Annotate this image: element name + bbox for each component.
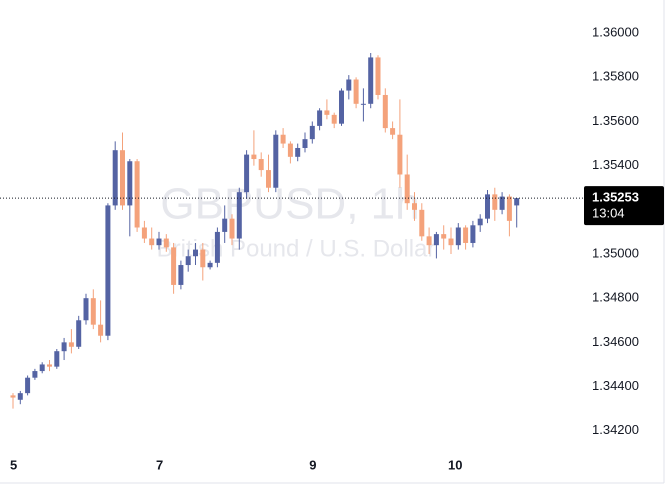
countdown-label: 13:04 [592, 206, 625, 221]
candle-body [419, 209, 425, 237]
y-tick-label: 1.36000 [592, 25, 639, 40]
y-tick-label: 1.34600 [592, 334, 639, 349]
candle-body [390, 128, 396, 135]
candle-body [68, 342, 74, 347]
y-tick-label: 1.34400 [592, 378, 639, 393]
y-tick-label: 1.35000 [592, 245, 639, 260]
candle-body [463, 227, 469, 243]
candle-body [200, 249, 206, 268]
candle-body [171, 247, 177, 285]
candle-body [339, 90, 344, 124]
candle-body [499, 196, 505, 210]
candle-body [185, 256, 191, 266]
candle-body [404, 174, 410, 204]
candle-body [397, 134, 403, 175]
candle-body [120, 150, 125, 206]
candle-body [134, 161, 140, 228]
candle-body [258, 159, 264, 171]
candle-body [470, 225, 476, 243]
candle-body [448, 238, 454, 246]
candle-body [127, 161, 133, 206]
watermark-symbol: GBPUSD, 1h [160, 180, 419, 229]
candle-body [375, 57, 381, 95]
candle-body [39, 364, 45, 372]
candle-body [10, 395, 16, 398]
y-tick-label: 1.34200 [592, 422, 639, 437]
candle-body [477, 218, 483, 226]
candle-body [441, 234, 447, 239]
candle-body [309, 125, 315, 140]
candle-body [302, 139, 308, 148]
candle-body [112, 150, 118, 206]
candle-body [222, 218, 228, 232]
y-tick-label: 1.34800 [592, 290, 639, 305]
candle-body [331, 114, 337, 124]
x-tick-label: 5 [10, 457, 17, 472]
candle-body [98, 324, 104, 336]
candle-body [61, 342, 67, 352]
candle-body [193, 249, 198, 257]
candle-body [214, 231, 220, 263]
candle-body [382, 94, 388, 129]
last-price-label: 1.35253 [592, 190, 639, 205]
candle-body [368, 57, 374, 104]
candle-body [412, 203, 417, 210]
candle-body [236, 192, 242, 239]
candle-body [317, 110, 323, 126]
candle-body [251, 154, 257, 160]
candle-body [54, 351, 60, 367]
candle-body [17, 393, 23, 400]
candle-body [229, 218, 235, 239]
candle-body [506, 196, 512, 221]
candle-body [433, 234, 439, 246]
y-tick-label: 1.35400 [592, 157, 639, 172]
candle-body [32, 371, 38, 378]
candle-body [266, 170, 271, 188]
candle-body [83, 298, 89, 321]
candle-body [149, 238, 155, 246]
candle-body [156, 238, 162, 246]
candle-body [207, 262, 213, 268]
candle-body [360, 103, 366, 105]
candle-body [273, 134, 279, 188]
candle-body [324, 110, 330, 115]
candle-body [346, 79, 352, 91]
watermark-description: British Pound / U.S. Dollar [157, 235, 436, 262]
candle-body [485, 194, 490, 219]
y-tick-label: 1.35600 [592, 113, 639, 128]
candle-body [426, 236, 432, 246]
candle-body [244, 154, 250, 193]
last-price-box [584, 186, 664, 226]
candle-body [287, 143, 293, 157]
candle-body [105, 205, 111, 336]
x-tick-label: 10 [448, 457, 462, 472]
candle-body [47, 364, 52, 367]
candle-body [141, 227, 147, 239]
y-tick-label: 1.35800 [592, 69, 639, 84]
x-tick-label: 9 [309, 457, 316, 472]
candle-body [90, 298, 96, 325]
candle-body [514, 198, 520, 206]
x-tick-label: 7 [156, 457, 163, 472]
candle-body [455, 227, 461, 246]
candle-body [25, 377, 31, 394]
candle-body [163, 238, 169, 248]
candle-body [280, 134, 286, 144]
candle-body [178, 265, 184, 285]
candle-body [353, 79, 359, 104]
candle-body [295, 147, 301, 157]
candle-body [492, 194, 498, 210]
candle-body [76, 320, 82, 347]
